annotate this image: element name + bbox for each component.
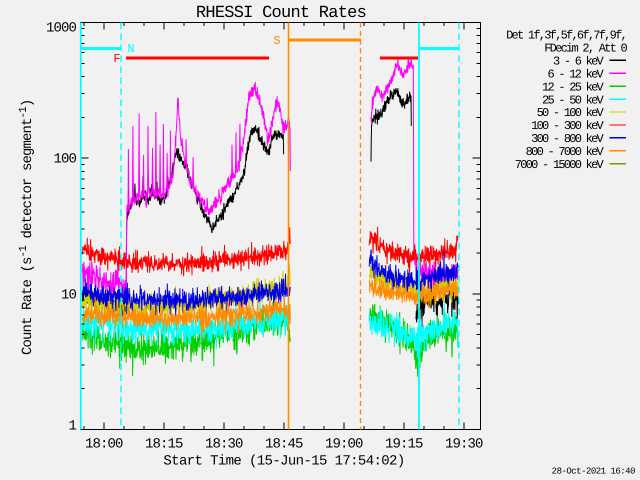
svg-text:3 - 6 keV: 3 - 6 keV bbox=[553, 54, 605, 68]
svg-text:100: 100 bbox=[53, 152, 76, 168]
svg-text:25 - 50 keV: 25 - 50 keV bbox=[542, 93, 605, 107]
svg-text:RHESSI Count Rates: RHESSI Count Rates bbox=[196, 4, 366, 23]
svg-text:Start Time (15-Jun-15 17:54:02: Start Time (15-Jun-15 17:54:02) bbox=[163, 454, 404, 470]
svg-text:Count Rate (s-1 detector segme: Count Rate (s-1 detector segment-1) bbox=[18, 100, 36, 355]
svg-text:1000: 1000 bbox=[46, 21, 77, 37]
svg-text:300 - 800 keV: 300 - 800 keV bbox=[531, 132, 604, 146]
svg-text:6 - 12 keV: 6 - 12 keV bbox=[547, 67, 604, 81]
svg-text:18:15: 18:15 bbox=[145, 437, 183, 453]
svg-text:19:30: 19:30 bbox=[445, 437, 483, 453]
svg-text:18:00: 18:00 bbox=[85, 437, 123, 453]
svg-text:19:00: 19:00 bbox=[325, 437, 363, 453]
svg-text:800 - 7000 keV: 800 - 7000 keV bbox=[526, 145, 605, 159]
svg-text:Det 1f,3f,5f,6f,7f,9f,: Det 1f,3f,5f,6f,7f,9f, bbox=[506, 29, 626, 43]
svg-text:F: F bbox=[113, 52, 120, 66]
svg-text:12 - 25 keV: 12 - 25 keV bbox=[542, 80, 605, 94]
svg-text:1: 1 bbox=[68, 419, 76, 435]
svg-text:7000 - 15000 keV: 7000 - 15000 keV bbox=[515, 158, 605, 172]
svg-text:18:45: 18:45 bbox=[265, 437, 303, 453]
svg-text:28-Oct-2021 16:40: 28-Oct-2021 16:40 bbox=[552, 467, 635, 477]
svg-text:18:30: 18:30 bbox=[205, 437, 243, 453]
svg-text:N: N bbox=[127, 42, 134, 56]
svg-text:100 - 300 keV: 100 - 300 keV bbox=[531, 119, 604, 133]
svg-text:FDecim 2, Att 0: FDecim 2, Att 0 bbox=[544, 42, 627, 56]
svg-text:19:15: 19:15 bbox=[385, 437, 423, 453]
svg-text:S: S bbox=[273, 34, 280, 48]
svg-text:50 - 100 keV: 50 - 100 keV bbox=[537, 106, 605, 120]
svg-text:10: 10 bbox=[61, 287, 77, 303]
